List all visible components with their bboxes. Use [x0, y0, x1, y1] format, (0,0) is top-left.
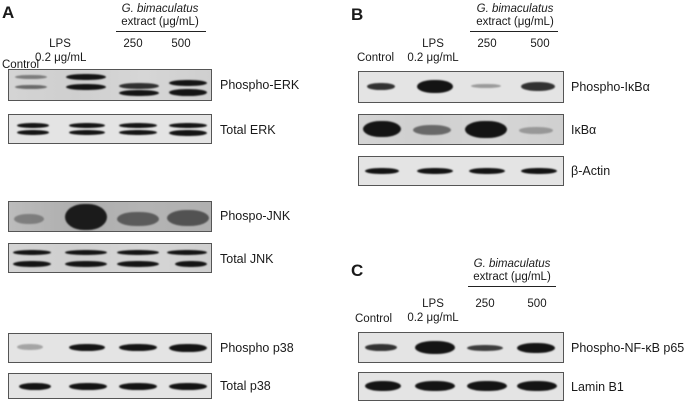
panel-b-bracket: [470, 31, 558, 32]
panel-c-letter: C: [351, 261, 364, 280]
panel-b-control-label: Control: [357, 52, 395, 64]
panel-c-bracket: [468, 286, 556, 287]
panel-a-lps-label: LPS: [49, 38, 71, 50]
phospho-erk-label: Phospho-ERK: [220, 78, 300, 92]
panel-a-control-label: Control: [2, 59, 40, 71]
panel-c-lps-dose: 0.2 μg/mL: [407, 312, 459, 324]
beta-actin-label: β-Actin: [571, 164, 611, 178]
panel-b-species: G. bimaculatus: [476, 3, 554, 15]
phospo-jnk-label: Phospo-JNK: [220, 209, 291, 223]
panel-c-dose-500: 500: [527, 298, 547, 310]
phospho-nfkb-p65-label: Phospho-NF-κB p65: [571, 341, 685, 355]
total-erk-label: Total ERK: [220, 123, 276, 137]
total-p38-label: Total p38: [220, 379, 271, 393]
panel-a-species: G. bimaculatus: [121, 3, 199, 15]
lamin-b1-label: Lamin B1: [571, 380, 624, 394]
total-p38-blot: [8, 373, 212, 399]
ikba-blot: [358, 114, 564, 145]
panel-c-species: G. bimaculatus: [473, 258, 551, 270]
total-jnk-label: Total JNK: [220, 252, 274, 266]
phospo-jnk-blot: [8, 201, 212, 232]
panel-b-extract-label: extract (μg/mL): [476, 16, 554, 28]
total-jnk-blot: [8, 243, 212, 273]
phospho-nfkb-p65-blot: [358, 332, 564, 363]
panel-a-lps-dose: 0.2 μg/mL: [35, 52, 87, 64]
panel-b-lps-dose: 0.2 μg/mL: [407, 52, 459, 64]
beta-actin-blot: [358, 156, 564, 186]
panel-a-letter: A: [2, 3, 15, 22]
panel-c-lps-label: LPS: [422, 298, 444, 310]
ikba-label: IκBα: [571, 123, 597, 137]
panel-b-lps-label: LPS: [422, 38, 444, 50]
lamin-b1-blot: [358, 372, 564, 401]
panel-a-dose-250: 250: [123, 38, 143, 50]
total-erk-blot: [8, 114, 212, 144]
phospho-p38-label: Phospho p38: [220, 341, 294, 355]
phospho-erk-blot: [8, 69, 212, 101]
panel-b-letter: B: [351, 5, 364, 24]
phospho-p38-blot: [8, 333, 212, 363]
panel-a-extract-label: extract (μg/mL): [121, 16, 199, 28]
phospho-ikba-label: Phospho-IκBα: [571, 80, 650, 94]
panel-c-dose-250: 250: [475, 298, 495, 310]
phospho-ikba-blot: [358, 71, 564, 103]
panel-c-extract-label: extract (μg/mL): [473, 271, 551, 283]
panel-b-dose-250: 250: [477, 38, 497, 50]
panel-a-dose-500: 500: [171, 38, 191, 50]
panel-a-bracket: [116, 31, 206, 32]
panel-c-control-label: Control: [355, 313, 393, 325]
panel-b-dose-500: 500: [530, 38, 550, 50]
